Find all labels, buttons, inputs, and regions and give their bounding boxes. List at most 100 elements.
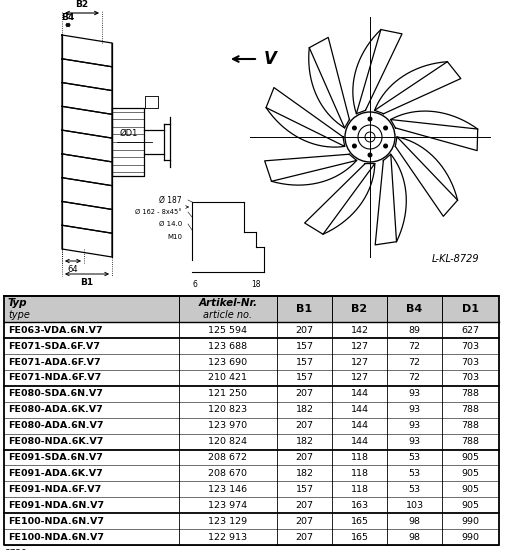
Text: 118: 118 — [350, 485, 368, 494]
Text: 788: 788 — [461, 437, 478, 446]
Text: 118: 118 — [350, 469, 368, 478]
Text: 64: 64 — [68, 265, 78, 274]
Text: 8729: 8729 — [4, 549, 27, 550]
Text: FE080-ADA.6N.V7: FE080-ADA.6N.V7 — [8, 421, 103, 430]
Text: 788: 788 — [461, 421, 478, 430]
Bar — [4, 513, 498, 529]
Text: B2: B2 — [351, 304, 367, 315]
Bar — [4, 449, 498, 465]
Text: 157: 157 — [295, 485, 313, 494]
Text: 127: 127 — [350, 358, 368, 367]
Text: 990: 990 — [461, 516, 478, 526]
Text: 703: 703 — [461, 342, 478, 351]
Text: 627: 627 — [461, 326, 478, 335]
Text: FE091-ADA.6K.V7: FE091-ADA.6K.V7 — [8, 469, 102, 478]
Circle shape — [352, 126, 355, 130]
Text: 123 146: 123 146 — [208, 485, 247, 494]
Text: V: V — [264, 50, 276, 68]
Text: 905: 905 — [461, 500, 478, 510]
Text: FE063-VDA.6N.V7: FE063-VDA.6N.V7 — [8, 326, 102, 335]
Text: 72: 72 — [408, 342, 420, 351]
Text: 125 594: 125 594 — [208, 326, 247, 335]
Text: 165: 165 — [350, 532, 368, 542]
Bar — [4, 465, 498, 481]
Bar — [4, 497, 498, 513]
Text: 123 690: 123 690 — [208, 358, 247, 367]
Text: 208 670: 208 670 — [208, 469, 247, 478]
Text: 98: 98 — [408, 516, 420, 526]
Text: 93: 93 — [408, 405, 420, 414]
Text: 144: 144 — [350, 389, 368, 398]
Circle shape — [367, 153, 371, 157]
Text: 103: 103 — [405, 500, 423, 510]
Text: article no.: article no. — [203, 310, 252, 320]
Text: 165: 165 — [350, 516, 368, 526]
Bar — [4, 322, 498, 338]
Text: 72: 72 — [408, 373, 420, 382]
Text: 144: 144 — [350, 437, 368, 446]
Text: 207: 207 — [295, 500, 313, 510]
Text: B1: B1 — [296, 304, 312, 315]
Text: FE100-NDA.6N.V7: FE100-NDA.6N.V7 — [8, 532, 104, 542]
Text: 163: 163 — [350, 500, 368, 510]
Bar — [4, 296, 498, 322]
Text: 788: 788 — [461, 405, 478, 414]
Bar — [4, 338, 498, 354]
Text: D1: D1 — [461, 304, 478, 315]
Text: Ø 162 - 8x45°: Ø 162 - 8x45° — [135, 209, 182, 215]
Text: 157: 157 — [295, 373, 313, 382]
Text: FE100-NDA.6N.V7: FE100-NDA.6N.V7 — [8, 516, 104, 526]
Bar — [4, 529, 498, 545]
Text: 207: 207 — [295, 532, 313, 542]
Bar — [4, 418, 498, 433]
Text: FE071-NDA.6F.V7: FE071-NDA.6F.V7 — [8, 373, 101, 382]
Circle shape — [352, 144, 355, 148]
Text: 905: 905 — [461, 485, 478, 494]
Text: FE080-SDA.6N.V7: FE080-SDA.6N.V7 — [8, 389, 103, 398]
Bar — [4, 402, 498, 418]
Text: Ø 187: Ø 187 — [159, 195, 182, 205]
Text: 142: 142 — [350, 326, 368, 335]
Circle shape — [383, 144, 387, 148]
Text: 703: 703 — [461, 373, 478, 382]
Bar — [4, 370, 498, 386]
Bar — [4, 386, 498, 402]
Text: 6: 6 — [192, 280, 197, 289]
Text: 120 824: 120 824 — [208, 437, 247, 446]
Text: 144: 144 — [350, 405, 368, 414]
Text: type: type — [8, 310, 30, 320]
Text: 127: 127 — [350, 342, 368, 351]
Text: Ø 14.0: Ø 14.0 — [158, 221, 182, 227]
Text: 53: 53 — [408, 485, 420, 494]
Text: 120 823: 120 823 — [208, 405, 247, 414]
Circle shape — [383, 126, 387, 130]
Text: 207: 207 — [295, 326, 313, 335]
Text: 990: 990 — [461, 532, 478, 542]
Text: Typ: Typ — [8, 299, 27, 309]
Text: FE071-SDA.6F.V7: FE071-SDA.6F.V7 — [8, 342, 100, 351]
Text: 208 672: 208 672 — [208, 453, 247, 462]
Text: 98: 98 — [408, 532, 420, 542]
Text: FE091-NDA.6N.V7: FE091-NDA.6N.V7 — [8, 500, 104, 510]
Text: B4: B4 — [61, 13, 74, 22]
Bar — [4, 433, 498, 449]
Text: FE080-NDA.6K.V7: FE080-NDA.6K.V7 — [8, 437, 103, 446]
Text: 182: 182 — [295, 437, 313, 446]
Text: 788: 788 — [461, 389, 478, 398]
Text: 123 970: 123 970 — [208, 421, 247, 430]
Text: 905: 905 — [461, 469, 478, 478]
Text: 93: 93 — [408, 437, 420, 446]
Text: M10: M10 — [166, 234, 182, 240]
Text: FE071-ADA.6F.V7: FE071-ADA.6F.V7 — [8, 358, 100, 367]
Text: 72: 72 — [408, 358, 420, 367]
Text: 905: 905 — [461, 453, 478, 462]
Text: 123 688: 123 688 — [208, 342, 247, 351]
Text: 182: 182 — [295, 469, 313, 478]
Text: FE091-SDA.6N.V7: FE091-SDA.6N.V7 — [8, 453, 103, 462]
Text: 157: 157 — [295, 358, 313, 367]
Text: FE080-ADA.6K.V7: FE080-ADA.6K.V7 — [8, 405, 102, 414]
Text: 123 129: 123 129 — [208, 516, 247, 526]
Text: B2: B2 — [75, 0, 89, 9]
Text: 18: 18 — [251, 280, 260, 289]
Text: 207: 207 — [295, 389, 313, 398]
